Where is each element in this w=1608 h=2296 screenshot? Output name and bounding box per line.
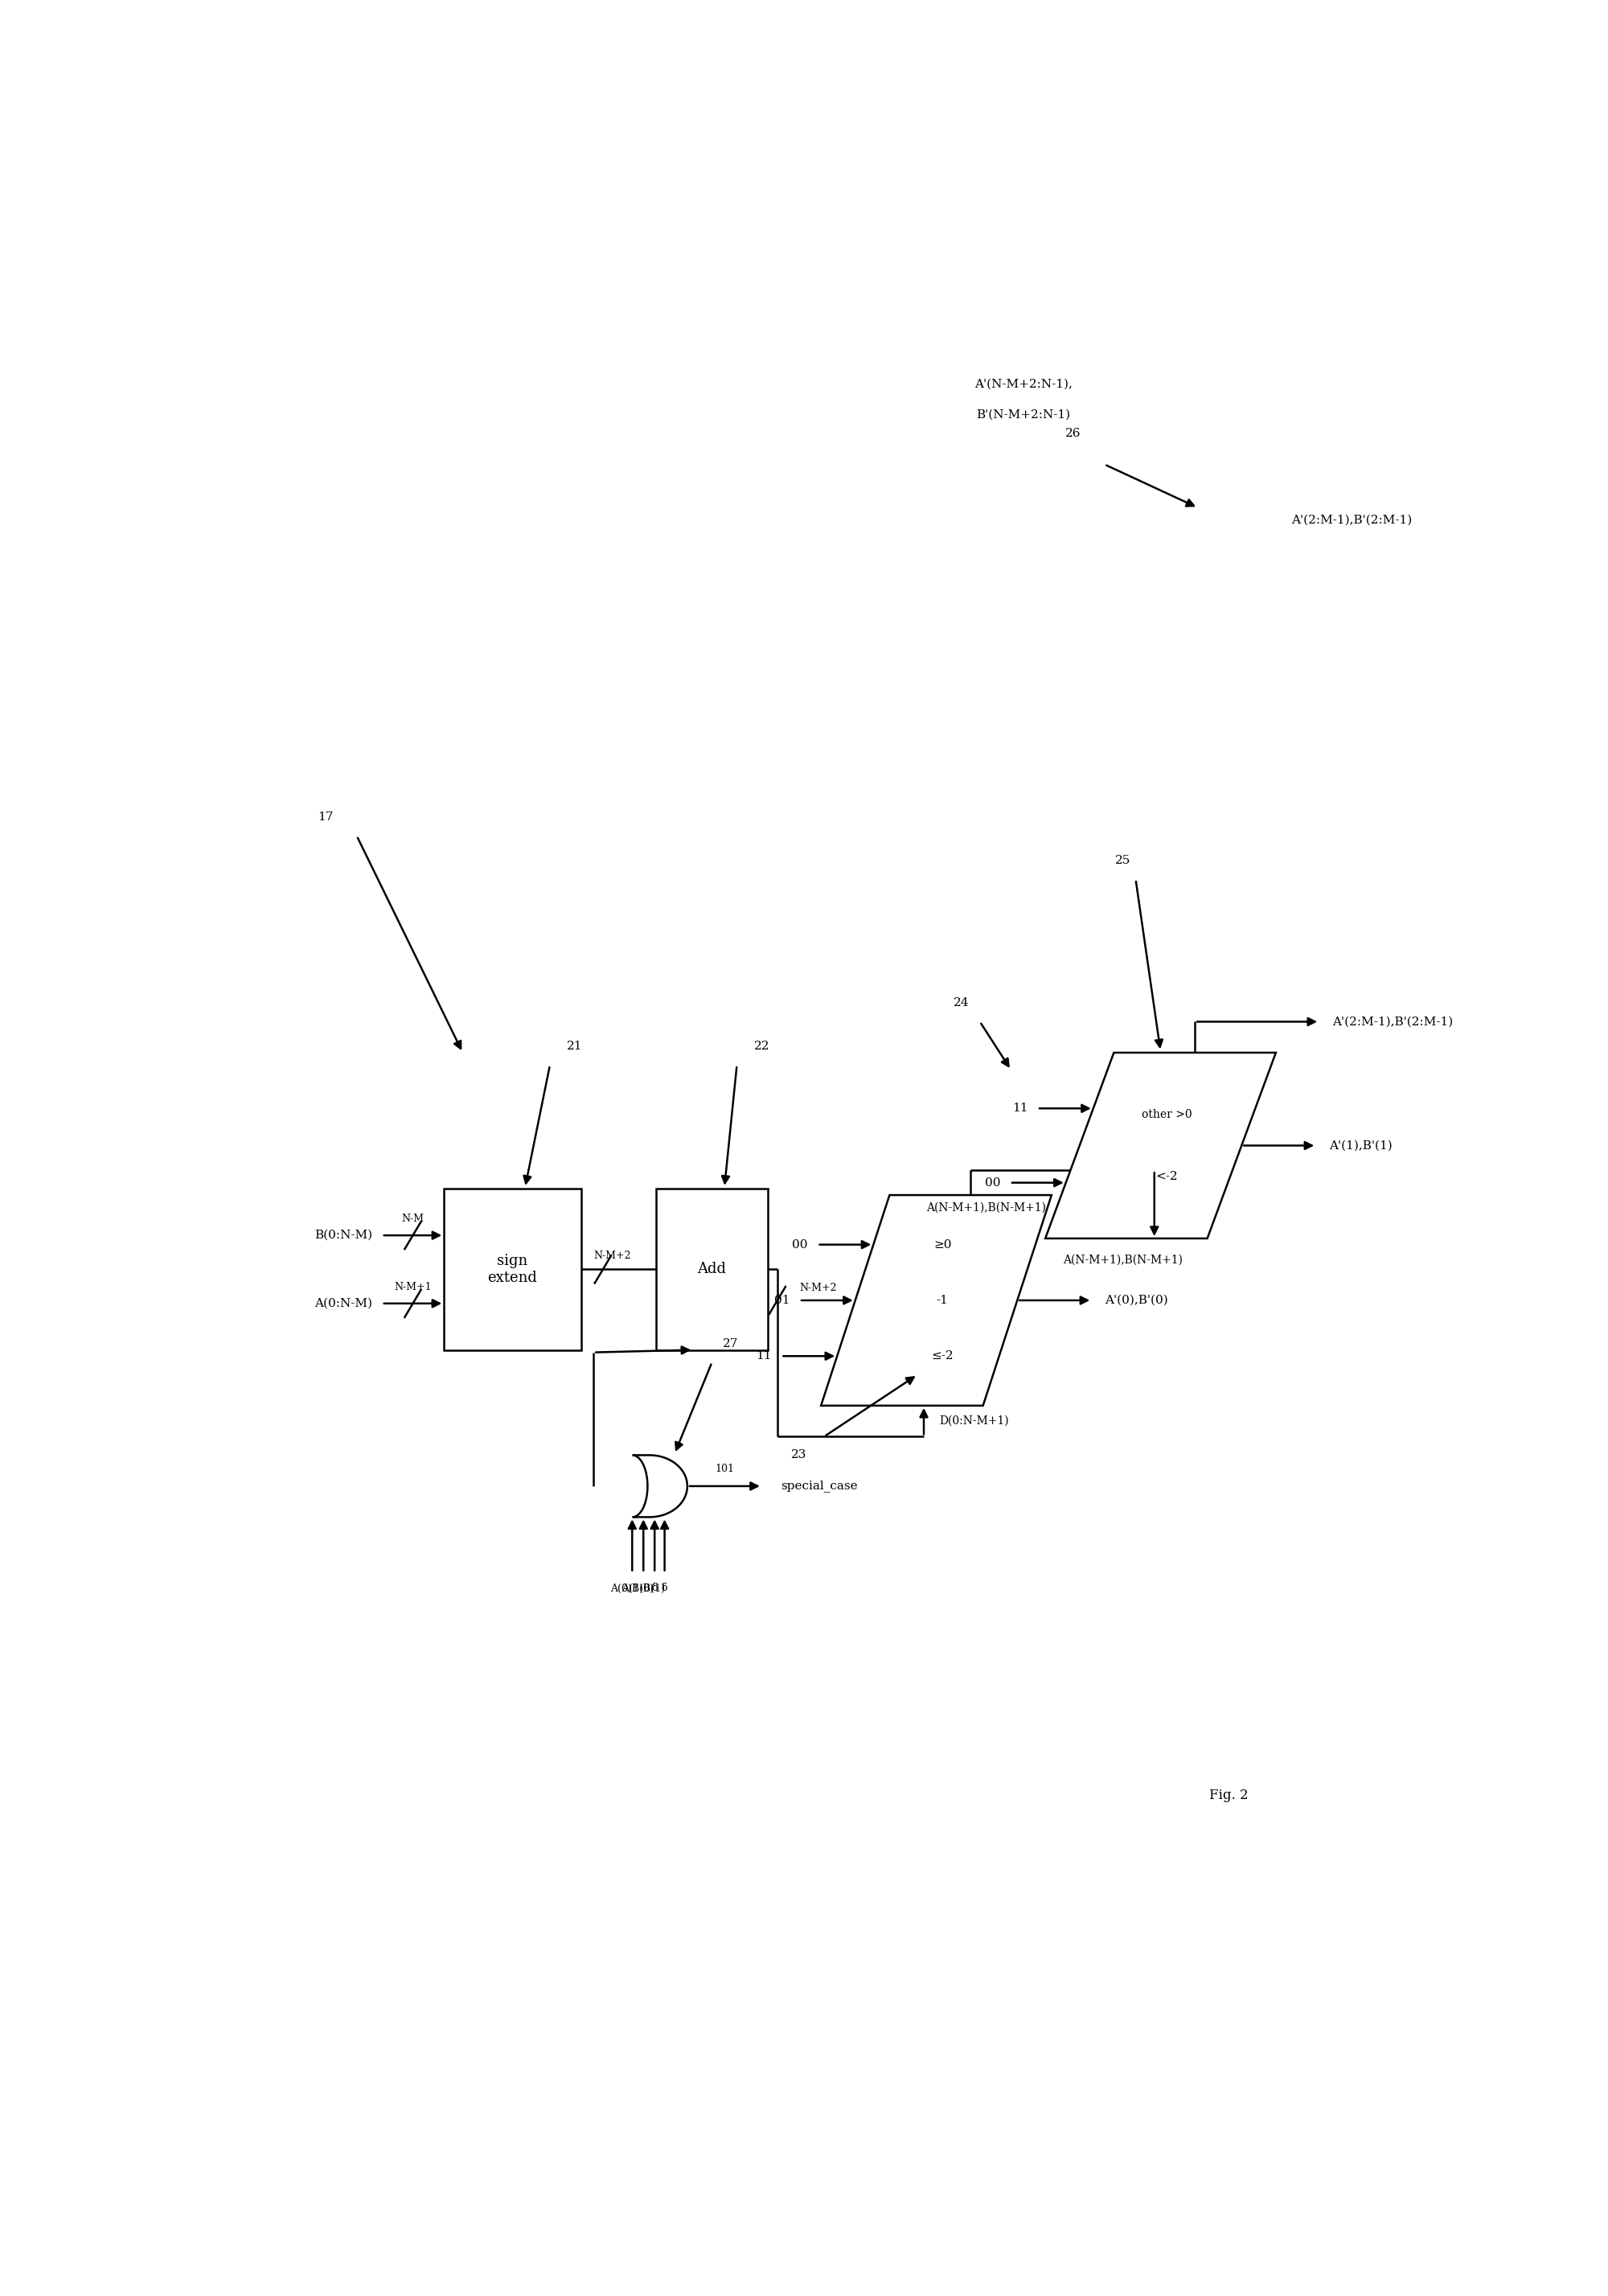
Bar [656, 1189, 769, 1350]
Text: A'(2:M-1),B'(2:M-1): A'(2:M-1),B'(2:M-1) [1331, 1017, 1452, 1026]
Polygon shape [632, 1456, 687, 1518]
Text: A(N-M+1),B(N-M+1): A(N-M+1),B(N-M+1) [926, 1201, 1045, 1212]
Text: A'(N-M+2:N-1),: A'(N-M+2:N-1), [974, 379, 1073, 390]
Text: A'(1),B'(1): A'(1),B'(1) [1328, 1139, 1393, 1150]
Text: 00: 00 [793, 1240, 807, 1251]
Text: A'(2:M-1),B'(2:M-1): A'(2:M-1),B'(2:M-1) [1291, 514, 1412, 526]
Text: ≤-2: ≤-2 [931, 1350, 954, 1362]
Polygon shape [822, 1196, 1052, 1405]
Text: 17: 17 [318, 813, 333, 822]
Text: sign
extend: sign extend [487, 1254, 537, 1286]
Text: other >0: other >0 [1142, 1109, 1192, 1120]
Text: A(1)B(1): A(1)B(1) [622, 1582, 666, 1593]
Text: B'(N-M+2:N-1): B'(N-M+2:N-1) [976, 409, 1071, 420]
Text: -1: -1 [936, 1295, 949, 1306]
Bar [444, 1189, 580, 1350]
Text: <-2: <-2 [1156, 1171, 1179, 1182]
Text: A(0)B(0): A(0)B(0) [611, 1582, 654, 1593]
Text: 11: 11 [756, 1350, 772, 1362]
Text: 24: 24 [954, 996, 970, 1008]
Text: 101: 101 [716, 1463, 735, 1474]
Text: 00: 00 [984, 1178, 1000, 1189]
Text: 25: 25 [1116, 854, 1130, 866]
Text: Fig. 2: Fig. 2 [1209, 1789, 1249, 1802]
Text: ≥0: ≥0 [933, 1240, 952, 1251]
Text: 22: 22 [754, 1040, 770, 1052]
Text: 27: 27 [724, 1339, 738, 1350]
Text: N-M+2: N-M+2 [593, 1251, 630, 1261]
Text: Add: Add [698, 1263, 727, 1277]
Text: 01: 01 [773, 1295, 790, 1306]
Text: N-M: N-M [402, 1212, 425, 1224]
Text: δ: δ [661, 1582, 667, 1593]
Text: A'(0),B'(0): A'(0),B'(0) [1105, 1295, 1167, 1306]
Polygon shape [1045, 1052, 1275, 1238]
Text: special_case: special_case [781, 1481, 857, 1492]
Text: N-M+2: N-M+2 [799, 1283, 836, 1293]
Text: A(0:N-M): A(0:N-M) [315, 1297, 373, 1309]
Text: B(0:N-M): B(0:N-M) [315, 1231, 373, 1240]
Text: 21: 21 [568, 1040, 582, 1052]
Text: D(0:N-M+1): D(0:N-M+1) [939, 1414, 1010, 1426]
Text: 11: 11 [1011, 1102, 1028, 1114]
Text: 26: 26 [1066, 427, 1081, 439]
Text: A(N-M+1),B(N-M+1): A(N-M+1),B(N-M+1) [1063, 1254, 1183, 1265]
Text: 23: 23 [791, 1449, 807, 1460]
Text: δ: δ [651, 1582, 658, 1593]
Text: N-M+1: N-M+1 [394, 1281, 431, 1293]
